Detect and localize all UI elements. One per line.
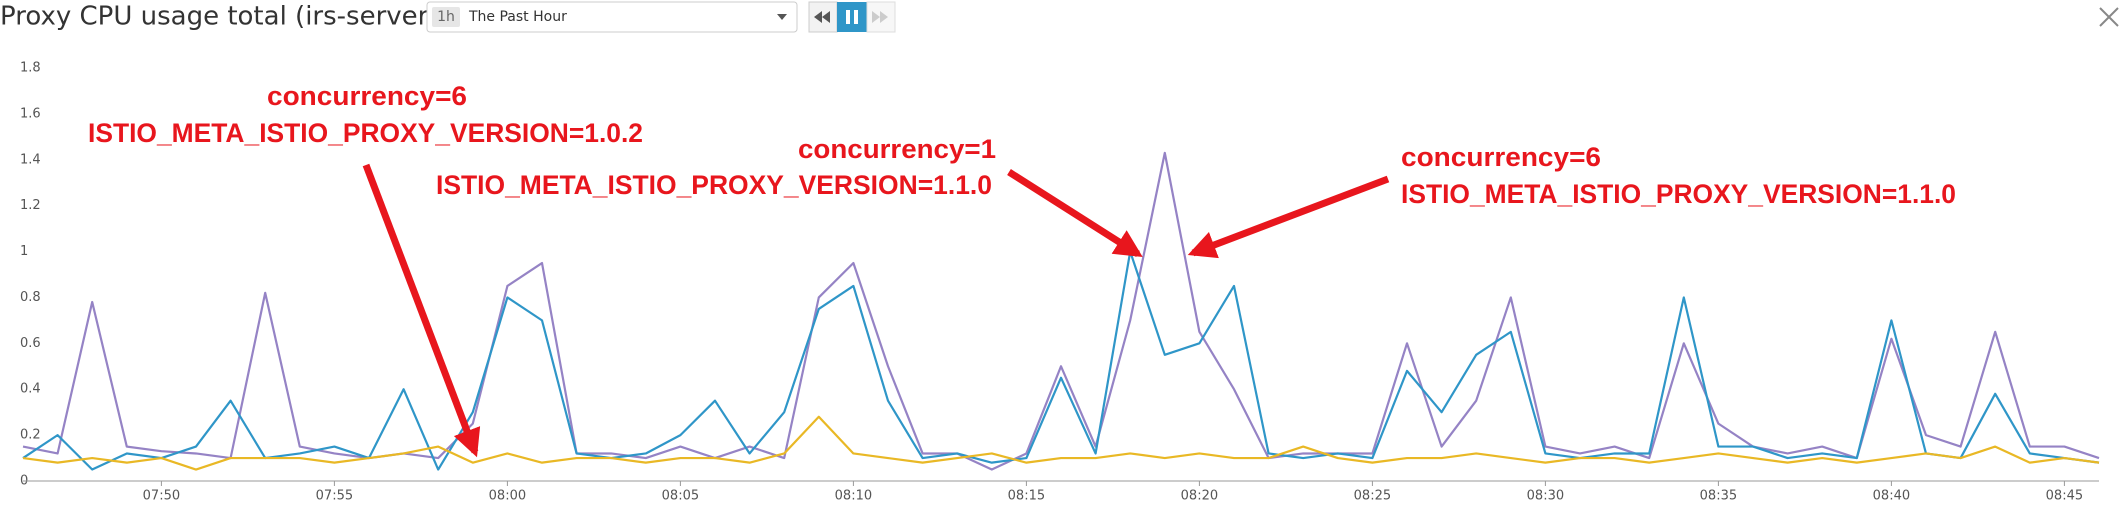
y-tick-label: 0.4 xyxy=(20,382,41,397)
rewind-icon xyxy=(814,11,830,23)
annotation: ISTIO_META_ISTIO_PROXY_VERSION=1.1.0 xyxy=(436,170,992,200)
x-tick-label: 08:25 xyxy=(1354,489,1391,504)
pause-icon xyxy=(854,10,858,24)
arrow xyxy=(362,163,481,458)
y-tick-label: 1.4 xyxy=(20,152,41,167)
time-badge xyxy=(432,7,460,27)
x-tick-label: 07:55 xyxy=(316,489,353,504)
x-tick-label: 08:20 xyxy=(1181,489,1218,504)
arrow xyxy=(1187,175,1390,259)
x-tick-label: 08:15 xyxy=(1008,489,1045,504)
y-tick-label: 0.6 xyxy=(20,336,41,351)
pause-button[interactable] xyxy=(837,2,867,32)
annotation: concurrency=6 xyxy=(267,81,467,111)
annotation: ISTIO_META_ISTIO_PROXY_VERSION=1.1.0 xyxy=(1401,179,1956,209)
y-tick-label: 1.8 xyxy=(20,61,41,76)
pause-icon xyxy=(846,10,850,24)
y-tick-label: 1.6 xyxy=(20,106,41,121)
annotation: concurrency=1 xyxy=(798,134,996,164)
chart-title: Proxy CPU usage total (irs-server) xyxy=(0,2,438,32)
x-tick-label: 08:45 xyxy=(2046,489,2083,504)
arrow xyxy=(1007,169,1143,258)
series-line xyxy=(22,415,2100,471)
dropdown-caret xyxy=(777,14,787,20)
series-line xyxy=(22,250,2100,471)
annotation: concurrency=6 xyxy=(1401,142,1601,172)
close-button[interactable] xyxy=(2099,7,2119,27)
forward-icon xyxy=(872,11,888,23)
y-tick-label: 1.2 xyxy=(20,198,41,213)
y-tick-label: 1 xyxy=(20,244,28,259)
x-tick-label: 08:10 xyxy=(835,489,872,504)
x-tick-label: 08:40 xyxy=(1873,489,1910,504)
y-tick-label: 0.8 xyxy=(20,290,41,305)
annotations: concurrency=6 ISTIO_META_ISTIO_PROXY_VER… xyxy=(88,81,1956,458)
y-tick-label: 0.2 xyxy=(20,428,41,443)
x-tick-label: 08:00 xyxy=(489,489,526,504)
time-label: The Past Hour xyxy=(468,9,567,25)
x-tick-label: 07:50 xyxy=(143,489,180,504)
time-short: 1h xyxy=(437,9,455,25)
x-tick-label: 08:05 xyxy=(662,489,699,504)
plot: 00.20.40.60.811.21.41.61.807:50 07:55 08:0… xyxy=(20,61,2100,504)
x-tick-label: 08:30 xyxy=(1527,489,1564,504)
time-picker[interactable] xyxy=(426,1,798,33)
x-tick-label: 08:35 xyxy=(1700,489,1737,504)
annotation: ISTIO_META_ISTIO_PROXY_VERSION=1.0.2 xyxy=(88,118,643,148)
